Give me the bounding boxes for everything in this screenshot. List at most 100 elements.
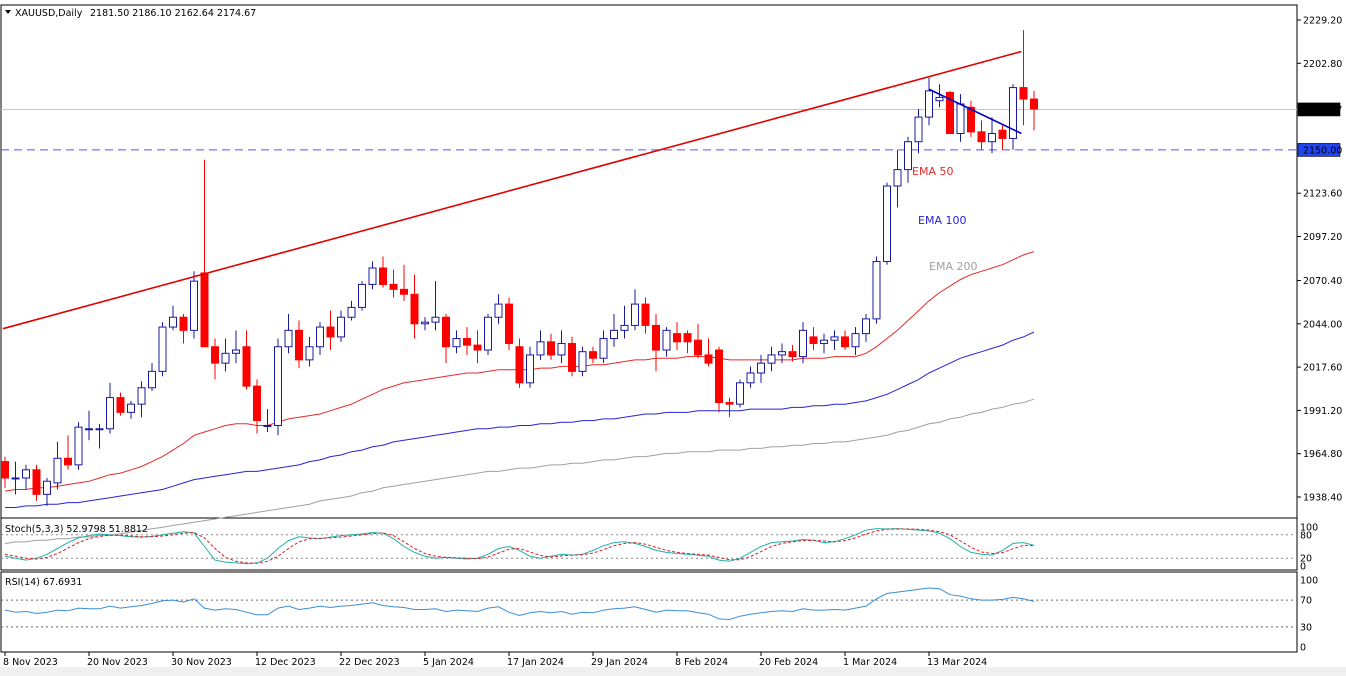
candle-body[interactable] xyxy=(505,303,513,344)
candle-body[interactable] xyxy=(190,280,198,331)
candle-body[interactable] xyxy=(358,283,366,308)
candle-body[interactable] xyxy=(242,346,251,387)
candle-body[interactable] xyxy=(179,316,188,331)
candle-body[interactable] xyxy=(547,341,555,356)
candle-body[interactable] xyxy=(211,346,219,364)
candle-body[interactable] xyxy=(578,351,587,372)
candle-body[interactable] xyxy=(925,90,933,118)
candle-body[interactable] xyxy=(914,116,923,143)
candle-body[interactable] xyxy=(746,372,755,384)
candle-body[interactable] xyxy=(935,96,944,102)
candle-body[interactable] xyxy=(662,329,671,351)
candle-body[interactable] xyxy=(851,333,860,348)
candle-body[interactable] xyxy=(1009,87,1017,139)
trendline-short-descending[interactable] xyxy=(928,88,1022,135)
candle-body[interactable] xyxy=(725,402,734,405)
main-price-pane[interactable] xyxy=(1,30,1297,545)
candle-body[interactable] xyxy=(116,397,125,413)
candle-body[interactable] xyxy=(169,316,177,328)
candle-body[interactable] xyxy=(830,336,839,341)
candle-body[interactable] xyxy=(85,428,93,431)
candle-body[interactable] xyxy=(610,329,618,340)
candle-body[interactable] xyxy=(421,321,429,325)
candle-body[interactable] xyxy=(599,338,608,359)
candle-body[interactable] xyxy=(53,457,62,484)
candle-body[interactable] xyxy=(43,480,51,495)
candle-body[interactable] xyxy=(347,306,356,318)
candle-body[interactable] xyxy=(757,362,765,374)
candle-body[interactable] xyxy=(295,329,303,361)
candle-body[interactable] xyxy=(1019,87,1028,100)
candle-body[interactable] xyxy=(526,354,534,384)
candle-body[interactable] xyxy=(820,339,828,344)
candle-body[interactable] xyxy=(683,333,692,343)
trendline-rising-resistance[interactable] xyxy=(2,50,1022,330)
candle-body[interactable] xyxy=(841,336,849,348)
candle-body[interactable] xyxy=(673,333,681,343)
time-scrollbar[interactable] xyxy=(0,667,1346,676)
candle-body[interactable] xyxy=(767,354,776,364)
candle-body[interactable] xyxy=(95,428,104,431)
candle-body[interactable] xyxy=(1,461,9,479)
candle-body[interactable] xyxy=(379,267,387,285)
candle-body[interactable] xyxy=(11,477,20,480)
candle-body[interactable] xyxy=(326,326,335,338)
candle-body[interactable] xyxy=(956,103,965,135)
candle-body[interactable] xyxy=(494,303,503,318)
candle-body[interactable] xyxy=(400,288,408,295)
candle-body[interactable] xyxy=(148,370,156,389)
candle-body[interactable] xyxy=(568,342,576,372)
candle-body[interactable] xyxy=(64,457,72,466)
candle-body[interactable] xyxy=(463,338,471,346)
candle-body[interactable] xyxy=(22,469,30,479)
candle-body[interactable] xyxy=(473,344,482,351)
candle-body[interactable] xyxy=(694,339,702,356)
candle-body[interactable] xyxy=(106,397,114,430)
candle-body[interactable] xyxy=(232,349,240,354)
candle-body[interactable] xyxy=(778,351,786,356)
candle-body[interactable] xyxy=(337,316,345,338)
candle-body[interactable] xyxy=(284,329,293,348)
candle-body[interactable] xyxy=(988,133,996,143)
candle-body[interactable] xyxy=(410,293,419,325)
candle-body[interactable] xyxy=(431,316,440,323)
candle-body[interactable] xyxy=(998,129,1007,139)
candle-body[interactable] xyxy=(32,469,41,495)
candle-body[interactable] xyxy=(872,260,881,320)
candle-body[interactable] xyxy=(74,426,83,466)
candle-body[interactable] xyxy=(893,169,902,187)
candle-body[interactable] xyxy=(536,341,545,356)
candle-body[interactable] xyxy=(862,318,870,335)
candle-body[interactable] xyxy=(253,385,261,422)
candle-body[interactable] xyxy=(967,106,975,133)
candle-body[interactable] xyxy=(442,316,450,348)
candle-body[interactable] xyxy=(946,92,954,135)
candle-body[interactable] xyxy=(977,131,986,143)
candle-body[interactable] xyxy=(515,346,524,384)
candle-body[interactable] xyxy=(484,316,492,351)
candle-body[interactable] xyxy=(158,326,167,372)
candle-body[interactable] xyxy=(589,351,597,359)
candle-body[interactable] xyxy=(368,267,377,285)
candle-body[interactable] xyxy=(883,185,891,262)
candle-body[interactable] xyxy=(263,424,272,427)
candle-body[interactable] xyxy=(1030,98,1038,110)
candle-body[interactable] xyxy=(715,349,723,404)
candle-body[interactable] xyxy=(809,336,818,344)
stochastic-pane[interactable] xyxy=(1,528,1297,565)
candle-body[interactable] xyxy=(704,354,713,364)
candle-body[interactable] xyxy=(557,342,566,356)
candle-body[interactable] xyxy=(652,324,660,351)
candle-body[interactable] xyxy=(389,283,398,290)
candle-body[interactable] xyxy=(316,326,324,348)
candle-body[interactable] xyxy=(799,329,807,358)
candle-body[interactable] xyxy=(200,272,209,348)
candle-body[interactable] xyxy=(641,303,650,326)
candle-body[interactable] xyxy=(620,324,629,331)
candle-body[interactable] xyxy=(221,352,230,364)
candle-body[interactable] xyxy=(137,387,146,405)
candle-body[interactable] xyxy=(452,338,461,348)
dropdown-arrow-icon[interactable] xyxy=(5,10,11,14)
